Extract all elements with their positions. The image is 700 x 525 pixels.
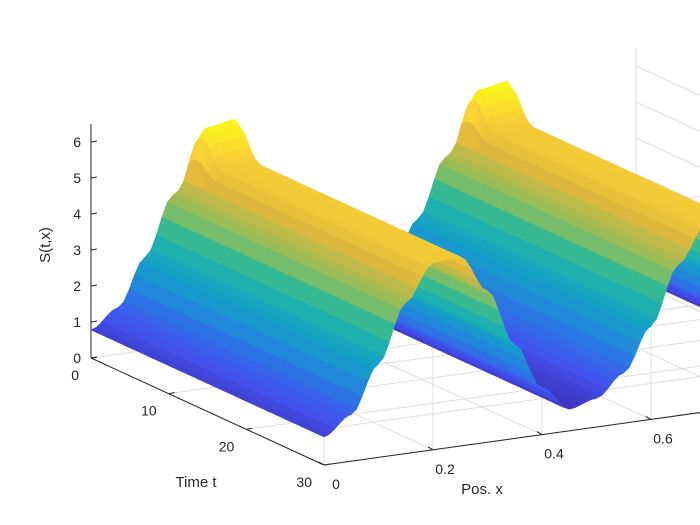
grid-line (635, 101, 700, 132)
grid-line (323, 412, 700, 466)
grid-line (635, 137, 700, 168)
grid-line (635, 173, 700, 204)
surface-layer (90, 80, 700, 438)
grid-line (635, 65, 700, 96)
grid-line (323, 412, 700, 466)
grid-line (635, 281, 700, 312)
